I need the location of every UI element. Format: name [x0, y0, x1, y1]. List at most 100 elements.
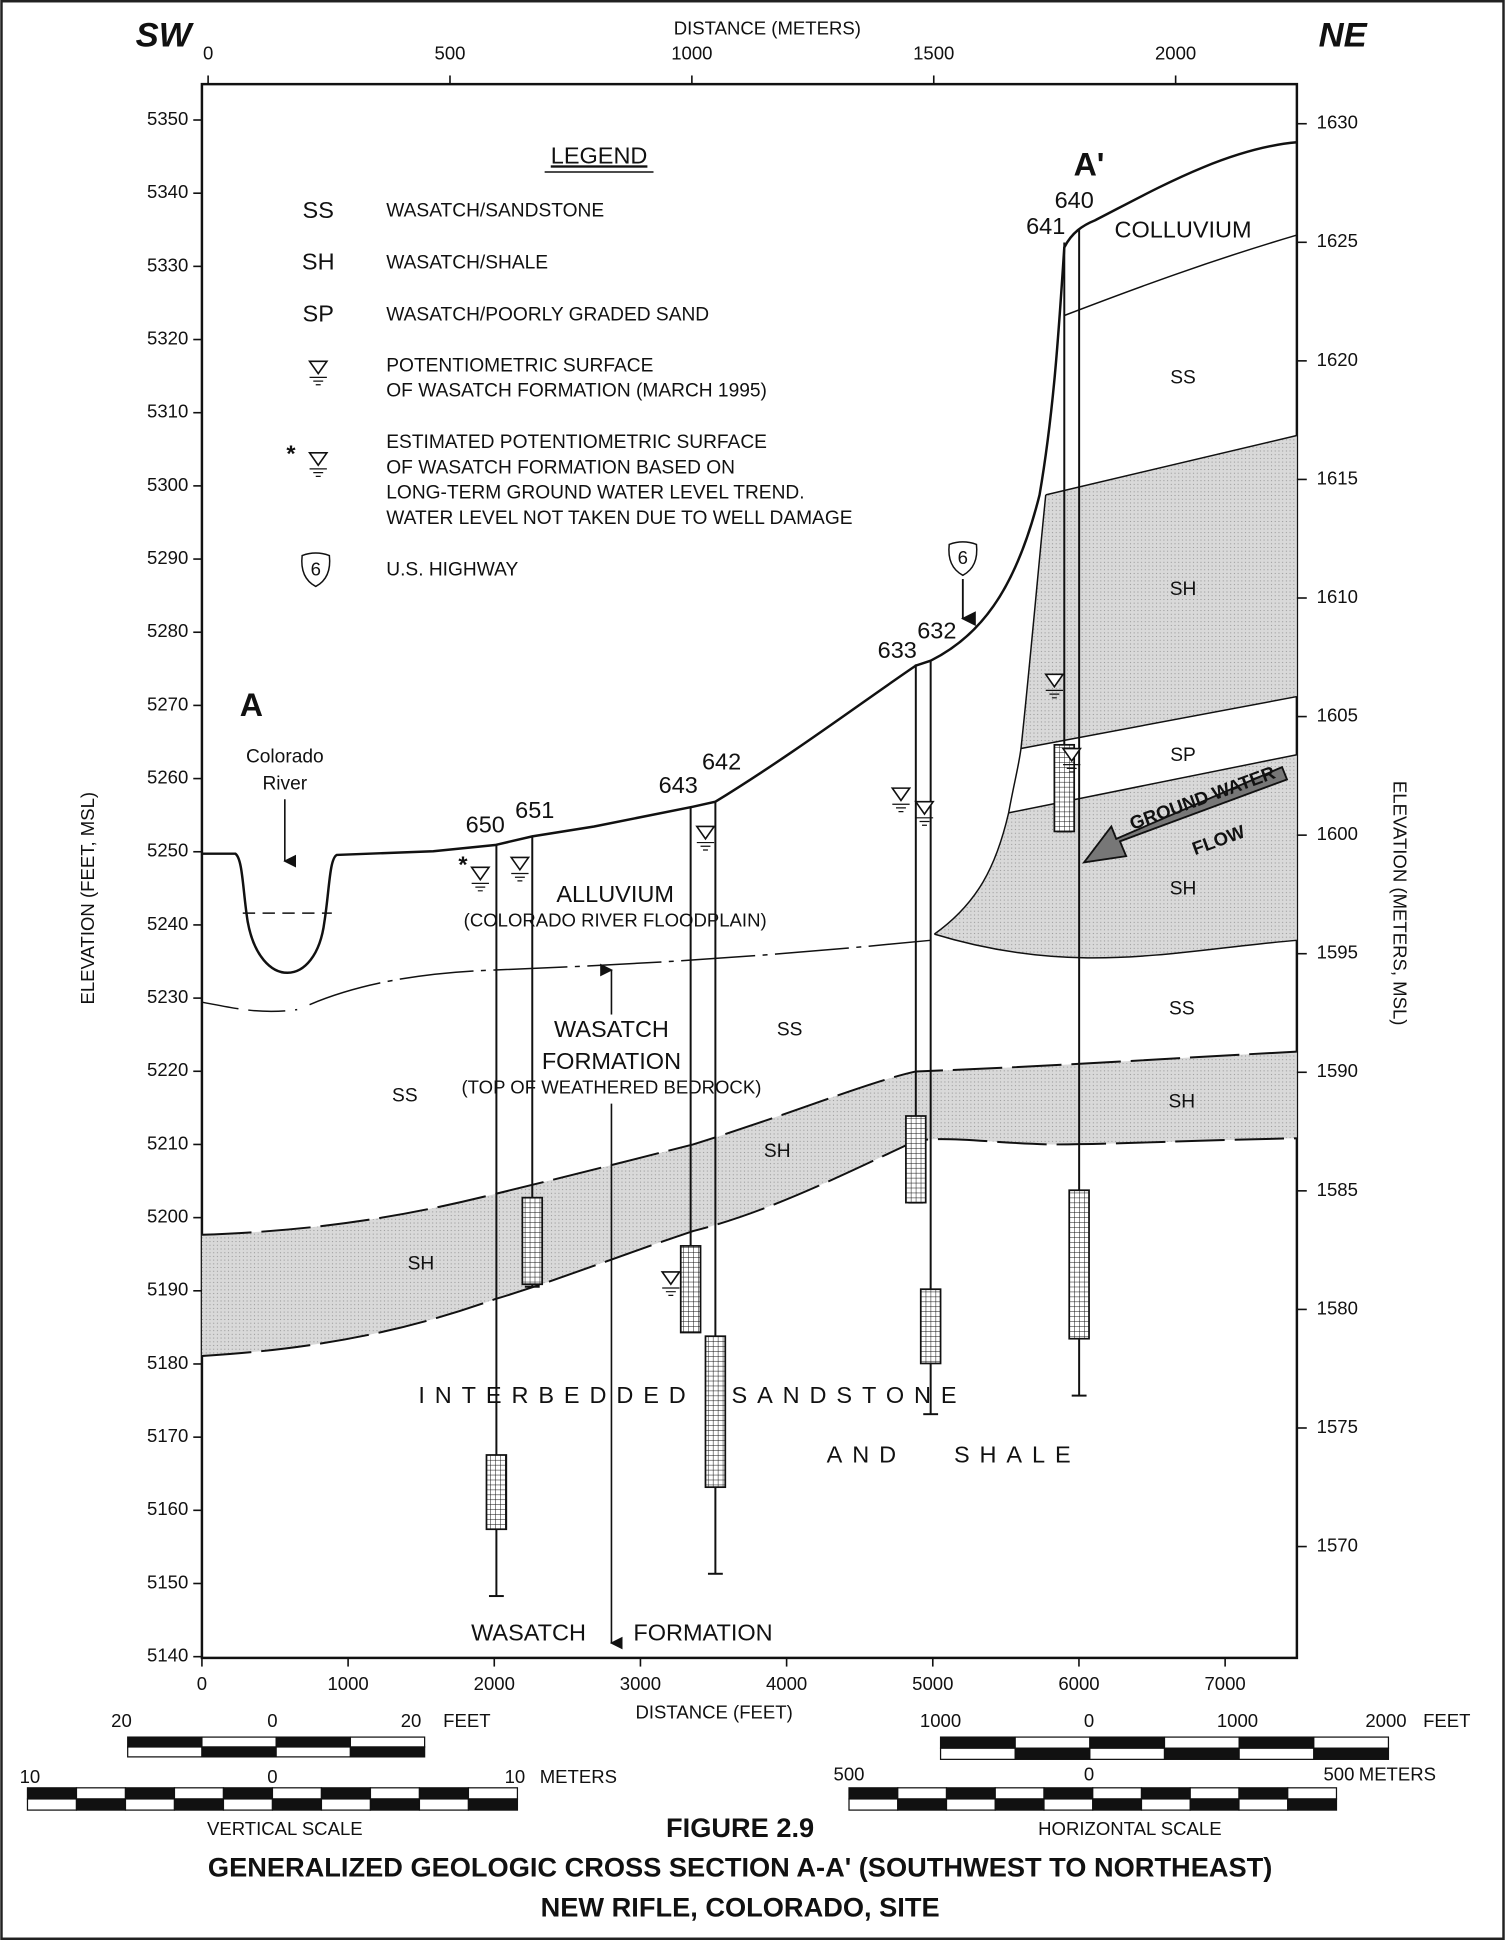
alluvium-label: ALLUVIUM: [556, 881, 674, 907]
legend-text: WATER LEVEL NOT TAKEN DUE TO WELL DAMAGE: [386, 508, 852, 529]
formation-label: SS: [777, 1020, 803, 1041]
left-tick-label: 5150: [147, 1571, 188, 1592]
scale-cell: [1044, 1799, 1093, 1810]
left-tick-label: 5330: [147, 254, 188, 275]
wasatch-sub: (TOP OF WEATHERED BEDROCK): [462, 1077, 762, 1098]
scale-label: 0: [1084, 1763, 1094, 1784]
scale-label: FEET: [443, 1710, 490, 1731]
scale-cell: [1314, 1737, 1389, 1748]
left-tick-label: 5180: [147, 1352, 188, 1373]
legend-symbol: *: [286, 441, 296, 467]
left-tick-label: 5280: [147, 620, 188, 641]
right-tick-label: 1605: [1317, 704, 1358, 725]
right-tick-label: 1570: [1317, 1534, 1358, 1555]
scale-cell: [174, 1788, 223, 1799]
highway-number: 6: [311, 558, 321, 579]
scale-cell: [1239, 1788, 1288, 1799]
well-number: 642: [702, 749, 741, 775]
scale-cell: [1090, 1737, 1165, 1748]
scale-cell: [468, 1799, 517, 1810]
scale-cell: [27, 1799, 76, 1810]
legend-text: POTENTIOMETRIC SURFACE: [386, 355, 653, 376]
left-tick-label: 5300: [147, 474, 188, 495]
well-screen: [906, 1116, 926, 1203]
scale-cell: [128, 1737, 202, 1747]
scale-cell: [898, 1799, 947, 1810]
legend-symbol: SP: [303, 301, 334, 327]
scale-cell: [995, 1799, 1044, 1810]
scale-cell: [1314, 1748, 1389, 1759]
legend-title: LEGEND: [551, 142, 648, 168]
legend-text: WASATCH/SHALE: [386, 253, 548, 274]
direction-ne: NE: [1319, 16, 1368, 54]
right-tick-label: 1600: [1317, 823, 1358, 844]
well-screen: [921, 1289, 941, 1363]
legend-symbol: SH: [302, 249, 335, 275]
scale-cell: [272, 1788, 321, 1799]
bottom-tick-label: 7000: [1204, 1673, 1245, 1694]
formation-label: COLLUVIUM: [1114, 217, 1251, 243]
scale-cell: [125, 1788, 174, 1799]
top-tick-label: 1000: [671, 42, 712, 63]
scale-title: HORIZONTAL SCALE: [1038, 1818, 1221, 1839]
bottom-tick-label: 2000: [474, 1673, 515, 1694]
scale-cell: [1141, 1788, 1190, 1799]
scale-cell: [941, 1737, 1016, 1748]
scale-cell: [1239, 1748, 1314, 1759]
legend-text: WASATCH/POORLY GRADED SAND: [386, 305, 709, 326]
scale-cell: [468, 1788, 517, 1799]
scale-cell: [1093, 1799, 1142, 1810]
top-tick-label: 2000: [1155, 42, 1196, 63]
scale-cell: [174, 1799, 223, 1810]
scale-cell: [223, 1788, 272, 1799]
scale-cell: [419, 1799, 468, 1810]
legend-text: OF WASATCH FORMATION BASED ON: [386, 457, 735, 478]
scale-cell: [995, 1788, 1044, 1799]
well-number: 632: [917, 617, 956, 643]
bottom-tick-label: 1000: [327, 1673, 368, 1694]
scale-cell: [125, 1799, 174, 1810]
scale-cell: [76, 1788, 125, 1799]
well-screen: [705, 1336, 725, 1487]
scale-cell: [276, 1737, 350, 1747]
well-number: 641: [1026, 213, 1065, 239]
scale-cell: [1044, 1788, 1093, 1799]
scale-cell: [1165, 1737, 1240, 1748]
wasatch-label: FORMATION: [542, 1048, 681, 1074]
scale-cell: [202, 1737, 276, 1747]
right-tick-label: 1615: [1317, 467, 1358, 488]
well-screen: [522, 1198, 542, 1285]
scale-label: 10: [505, 1766, 526, 1787]
top-tick-label: 0: [203, 42, 213, 63]
scale-cell: [350, 1737, 424, 1747]
scale-cell: [321, 1799, 370, 1810]
scale-cell: [202, 1747, 276, 1757]
formation-label: SH: [764, 1141, 791, 1162]
figure-number: FIGURE 2.9: [666, 1812, 814, 1843]
scale-cell: [1141, 1799, 1190, 1810]
legend-text: U.S. HIGHWAY: [386, 559, 518, 580]
scale-cell: [419, 1788, 468, 1799]
scale-label: METERS: [1359, 1763, 1436, 1784]
right-tick-label: 1590: [1317, 1060, 1358, 1081]
scale-cell: [272, 1799, 321, 1810]
scale-cell: [350, 1747, 424, 1757]
well-number: 633: [878, 637, 917, 663]
well-number: 651: [515, 797, 554, 823]
scale-label: 1000: [920, 1710, 961, 1731]
scale-label: 10: [20, 1766, 41, 1787]
left-tick-label: 5340: [147, 181, 188, 202]
scale-cell: [947, 1799, 996, 1810]
interbedded-label: SANDSTONE: [732, 1382, 967, 1408]
scale-label: 20: [401, 1710, 422, 1731]
scale-cell: [1015, 1748, 1090, 1759]
left-tick-label: 5320: [147, 327, 188, 348]
left-tick-label: 5310: [147, 401, 188, 422]
left-tick-label: 5160: [147, 1498, 188, 1519]
scale-cell: [276, 1747, 350, 1757]
scale-cell: [941, 1748, 1016, 1759]
top-tick-label: 1500: [913, 42, 954, 63]
left-tick-label: 5170: [147, 1425, 188, 1446]
wasatch-bottom: FORMATION: [633, 1620, 772, 1646]
legend-text: ESTIMATED POTENTIOMETRIC SURFACE: [386, 432, 767, 453]
